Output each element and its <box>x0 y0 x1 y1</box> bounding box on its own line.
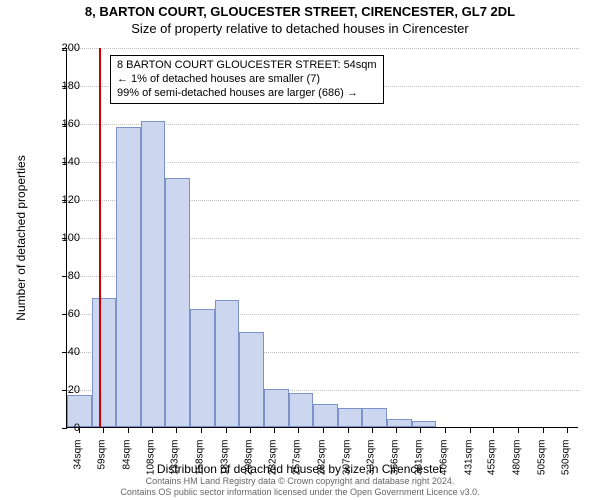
plot-area <box>66 48 578 428</box>
y-axis-title: Number of detached properties <box>14 155 28 320</box>
ytick-label: 160 <box>40 118 80 130</box>
chart-plot: 8 BARTON COURT GLOUCESTER STREET: 54sqm … <box>66 48 578 428</box>
page-title: 8, BARTON COURT, GLOUCESTER STREET, CIRE… <box>0 0 600 19</box>
histogram-bar <box>92 298 117 427</box>
xtick-mark <box>250 428 251 433</box>
annotation-line-1: 8 BARTON COURT GLOUCESTER STREET: 54sqm <box>117 59 377 73</box>
ytick-label: 200 <box>40 42 80 54</box>
histogram-bar <box>141 121 166 427</box>
ytick-label: 120 <box>40 194 80 206</box>
histogram-bar <box>264 389 289 427</box>
xtick-mark <box>470 428 471 433</box>
x-axis-title: Distribution of detached houses by size … <box>0 462 600 476</box>
xtick-mark <box>176 428 177 433</box>
xtick-mark <box>518 428 519 433</box>
xtick-mark <box>445 428 446 433</box>
footer: Contains HM Land Registry data © Crown c… <box>0 476 600 498</box>
histogram-bar <box>165 178 190 427</box>
ytick-label: 80 <box>40 270 80 282</box>
footer-line-1: Contains HM Land Registry data © Crown c… <box>0 476 600 487</box>
histogram-bar <box>289 393 314 427</box>
ytick-label: 100 <box>40 232 80 244</box>
annotation-box: 8 BARTON COURT GLOUCESTER STREET: 54sqm … <box>110 55 384 104</box>
xtick-mark <box>152 428 153 433</box>
histogram-bar <box>338 408 363 427</box>
histogram-bar <box>190 309 215 427</box>
xtick-mark <box>493 428 494 433</box>
xtick-mark <box>274 428 275 433</box>
xtick-mark <box>201 428 202 433</box>
xtick-mark <box>103 428 104 433</box>
histogram-bar <box>362 408 387 427</box>
xtick-mark <box>543 428 544 433</box>
histogram-bar <box>313 404 338 427</box>
histogram-bar <box>116 127 141 427</box>
histogram-bar <box>239 332 264 427</box>
xtick-mark <box>372 428 373 433</box>
annotation-line-3: 99% of semi-detached houses are larger (… <box>117 87 377 101</box>
xtick-mark <box>128 428 129 433</box>
grid-line <box>67 48 579 49</box>
ytick-label: 60 <box>40 308 80 320</box>
reference-line <box>99 48 101 427</box>
ytick-label: 180 <box>40 80 80 92</box>
page-subtitle: Size of property relative to detached ho… <box>0 19 600 36</box>
xtick-mark <box>298 428 299 433</box>
xtick-mark <box>396 428 397 433</box>
footer-line-2: Contains OS public sector information li… <box>0 487 600 498</box>
histogram-bar <box>412 421 437 427</box>
ytick-label: 0 <box>40 422 80 434</box>
ytick-label: 20 <box>40 384 80 396</box>
xtick-mark <box>567 428 568 433</box>
annotation-line-2: ← 1% of detached houses are smaller (7) <box>117 73 377 87</box>
xtick-mark <box>226 428 227 433</box>
histogram-bar <box>215 300 240 427</box>
xtick-mark <box>348 428 349 433</box>
histogram-bar <box>387 419 412 427</box>
ytick-label: 40 <box>40 346 80 358</box>
ytick-label: 140 <box>40 156 80 168</box>
xtick-mark <box>323 428 324 433</box>
xtick-mark <box>420 428 421 433</box>
